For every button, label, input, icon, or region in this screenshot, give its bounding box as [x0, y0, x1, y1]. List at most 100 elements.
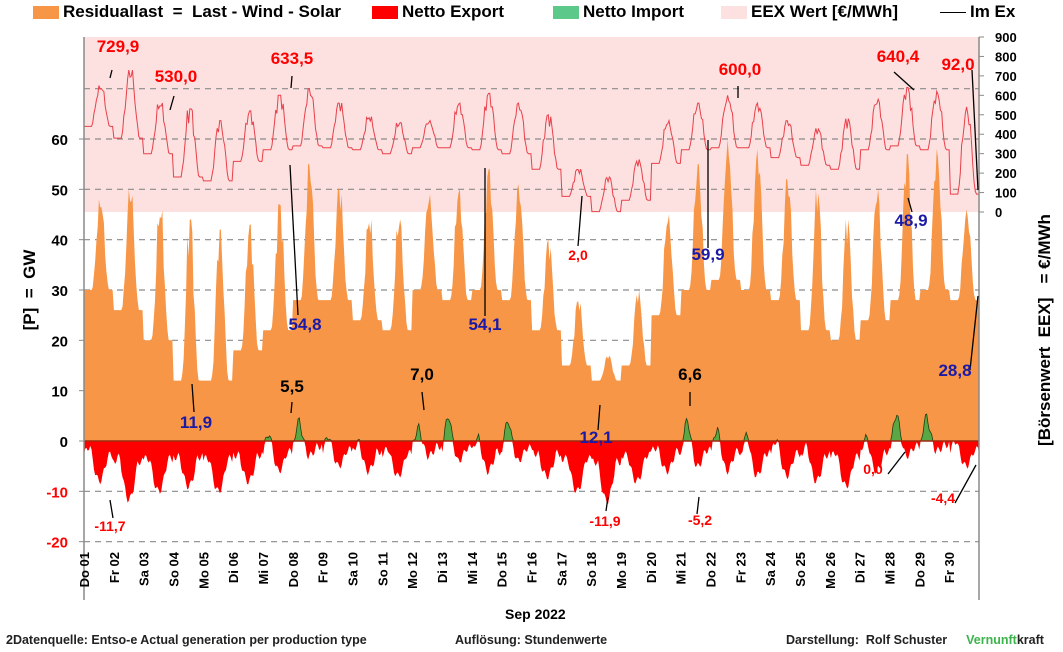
x-tick-label: Fr 09: [316, 552, 331, 583]
annotation-label: 0,0: [863, 461, 883, 477]
legend-swatch-eex: [721, 5, 747, 19]
x-tick-label: Fr 23: [733, 552, 748, 583]
eex-band: [84, 37, 979, 212]
x-tick-label: Fr 02: [107, 552, 122, 583]
legend-swatch-import: [553, 5, 579, 19]
legend-swatch-imex: [940, 11, 966, 13]
annotation-label: 7,0: [410, 365, 434, 384]
x-ticks: Do 01 Fr 02 Sa 03 So 04 Mo 05 Di 06 Mi 07 Do 08…: [77, 551, 957, 589]
annotation-leader: [969, 295, 979, 371]
y-left-tick-label: 30: [51, 283, 68, 300]
annotation-leader: [907, 197, 913, 213]
annotation-label: -4,4: [931, 490, 955, 506]
x-tick-label: Mo 12: [405, 552, 420, 589]
annotation-label: 11,9: [180, 413, 212, 432]
legend-label-residual: Residuallast = Last - Wind - Solar: [63, 2, 342, 21]
x-tick-label: Mo 26: [823, 552, 838, 589]
annotation-leader: [887, 451, 906, 475]
x-tick-label: Sa 24: [763, 551, 778, 586]
annotation-label: 59,9: [691, 245, 724, 264]
annotation-leader: [696, 496, 700, 515]
annotation-leader: [577, 195, 583, 247]
x-tick-label: Di 13: [435, 552, 450, 583]
annotation-leader: [597, 404, 601, 431]
x-tick-label: Mi 21: [674, 552, 689, 585]
residual-area: [84, 139, 979, 441]
footer-source: 2Datenquelle: Entso-e Actual generation …: [6, 633, 367, 647]
legend-swatch-residual: [33, 5, 59, 19]
x-tick-label: Fr 16: [525, 552, 540, 583]
y-left-tick-label: 10: [51, 384, 68, 401]
x-tick-label: Di 20: [644, 552, 659, 583]
x-tick-label: So 04: [167, 551, 182, 586]
annotation-leader: [290, 401, 293, 414]
x-tick-label: So 25: [793, 552, 808, 587]
annotation-leader: [289, 164, 299, 316]
legend-item-eex: EEX Wert [€/MWh]: [721, 2, 898, 22]
annotation-leader: [169, 95, 175, 111]
annotation-label: 530,0: [155, 67, 198, 86]
y-right-tick-label: 500: [995, 108, 1017, 123]
annotation-leader: [971, 69, 979, 191]
y-left-tick-label: -10: [46, 484, 68, 501]
x-tick-label: Mo 05: [196, 552, 211, 589]
x-tick-label: So 18: [584, 552, 599, 587]
annotation-label: 12,1: [579, 428, 612, 447]
x-tick-label: Sa 10: [346, 552, 361, 586]
legend-item-import: Netto Import: [553, 2, 684, 22]
x-tick-label: Mi 28: [883, 552, 898, 585]
brand-vernunft: Vernunft: [966, 633, 1017, 647]
annotation-label: -5,2: [688, 512, 712, 528]
y-left-tick-label: 50: [51, 182, 68, 199]
footer-author: Darstellung: Rolf Schuster Vernunftkraft: [786, 633, 1044, 647]
annotation-leader: [290, 75, 293, 89]
annotation-leader: [109, 69, 113, 79]
annotation-label: 600,0: [719, 60, 762, 79]
annotation-label: 633,5: [271, 49, 314, 68]
footer-resolution: Auflösung: Stundenwerte: [455, 633, 608, 647]
legend-label-imex: Im Ex: [970, 2, 1016, 21]
y-axis-left-label: [P] = GW: [20, 249, 39, 331]
eex-band-rect: [84, 37, 979, 212]
x-tick-label: Do 15: [495, 552, 510, 587]
imex-area: [84, 413, 979, 504]
annotation-label: 5,5: [280, 377, 304, 396]
annotation-label: -11,9: [589, 513, 620, 529]
x-axis-label: Sep 2022: [505, 606, 566, 622]
y-right-tick-label: 800: [995, 49, 1017, 64]
chart-legend: Residuallast = Last - Wind - Solar Netto…: [0, 0, 1063, 26]
y-right-tick-label: 200: [995, 166, 1017, 181]
annotation-leader: [954, 464, 977, 504]
y-right-tick-label: 0: [995, 205, 1002, 220]
annotations: 729,9 530,0 633,5 2,0 600,0 640,4 92,0 11,9 54,8…: [94, 37, 979, 534]
x-tick-label: Fr 30: [942, 552, 957, 583]
footer-author-text: Darstellung: Rolf Schuster: [786, 633, 948, 647]
legend-item-export: Netto Export: [372, 2, 504, 22]
annotation-label: -11,7: [94, 518, 125, 534]
y-left-tick-label: 60: [51, 132, 68, 149]
y-right-tick-label: 300: [995, 147, 1017, 162]
x-tick-label: Di 27: [853, 552, 868, 583]
residual-area-path: [84, 139, 979, 441]
y-right-tick-label: 900: [995, 30, 1017, 45]
annotation-leader: [109, 499, 114, 519]
y-left-tick-label: 20: [51, 333, 68, 350]
y-right-tick-label: 100: [995, 186, 1017, 201]
y-left-tick-label: -20: [46, 535, 68, 552]
annotation-label: 640,4: [877, 47, 920, 66]
annotation-leader: [893, 71, 915, 91]
legend-label-eex: EEX Wert [€/MWh]: [751, 2, 899, 21]
export-area-path: [84, 441, 979, 504]
x-tick-label: Do 29: [912, 552, 927, 587]
y-left-tick-label: 0: [60, 434, 68, 451]
annotation-label: 729,9: [97, 37, 140, 56]
annotation-leader: [421, 391, 425, 411]
legend-label-export: Netto Export: [402, 2, 504, 21]
eex-line-path: [84, 70, 979, 213]
annotation-label: 28,8: [938, 361, 971, 380]
legend-item-imex: Im Ex: [940, 2, 1015, 22]
y-left-ticks: 60 50 40 30 20 10 0 -10 -20: [46, 132, 84, 552]
x-tick-label: Sa 17: [554, 552, 569, 586]
legend-item-residual: Residuallast = Last - Wind - Solar: [33, 2, 341, 22]
